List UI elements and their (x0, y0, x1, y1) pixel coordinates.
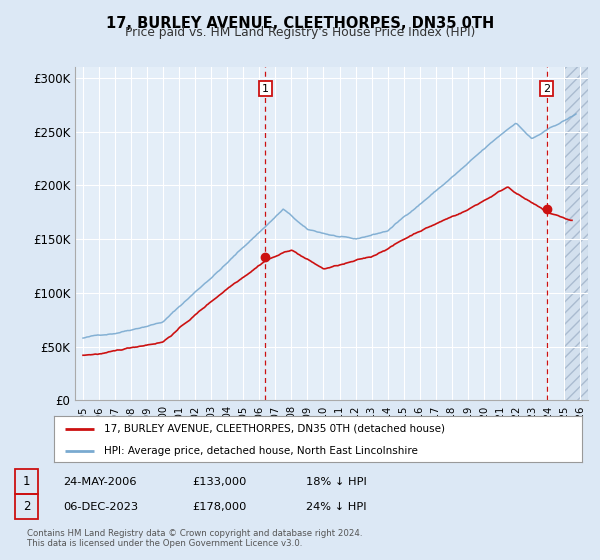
Text: £133,000: £133,000 (192, 477, 247, 487)
Text: 06-DEC-2023: 06-DEC-2023 (63, 502, 138, 512)
Text: 17, BURLEY AVENUE, CLEETHORPES, DN35 0TH (detached house): 17, BURLEY AVENUE, CLEETHORPES, DN35 0TH… (104, 424, 445, 434)
Bar (564, 67, 588, 400)
Text: 1: 1 (262, 83, 269, 94)
Text: 2: 2 (23, 500, 30, 514)
Text: 2: 2 (543, 83, 550, 94)
Text: Contains HM Land Registry data © Crown copyright and database right 2024.: Contains HM Land Registry data © Crown c… (27, 529, 362, 538)
Text: 24% ↓ HPI: 24% ↓ HPI (306, 502, 367, 512)
Text: HPI: Average price, detached house, North East Lincolnshire: HPI: Average price, detached house, Nort… (104, 446, 418, 455)
Bar (564, 67, 588, 400)
Text: £178,000: £178,000 (192, 502, 247, 512)
Text: 24-MAY-2006: 24-MAY-2006 (63, 477, 137, 487)
Text: 1: 1 (23, 475, 30, 488)
Text: This data is licensed under the Open Government Licence v3.0.: This data is licensed under the Open Gov… (27, 539, 302, 548)
Text: Price paid vs. HM Land Registry's House Price Index (HPI): Price paid vs. HM Land Registry's House … (125, 26, 475, 39)
Text: 18% ↓ HPI: 18% ↓ HPI (306, 477, 367, 487)
Text: 17, BURLEY AVENUE, CLEETHORPES, DN35 0TH: 17, BURLEY AVENUE, CLEETHORPES, DN35 0TH (106, 16, 494, 31)
